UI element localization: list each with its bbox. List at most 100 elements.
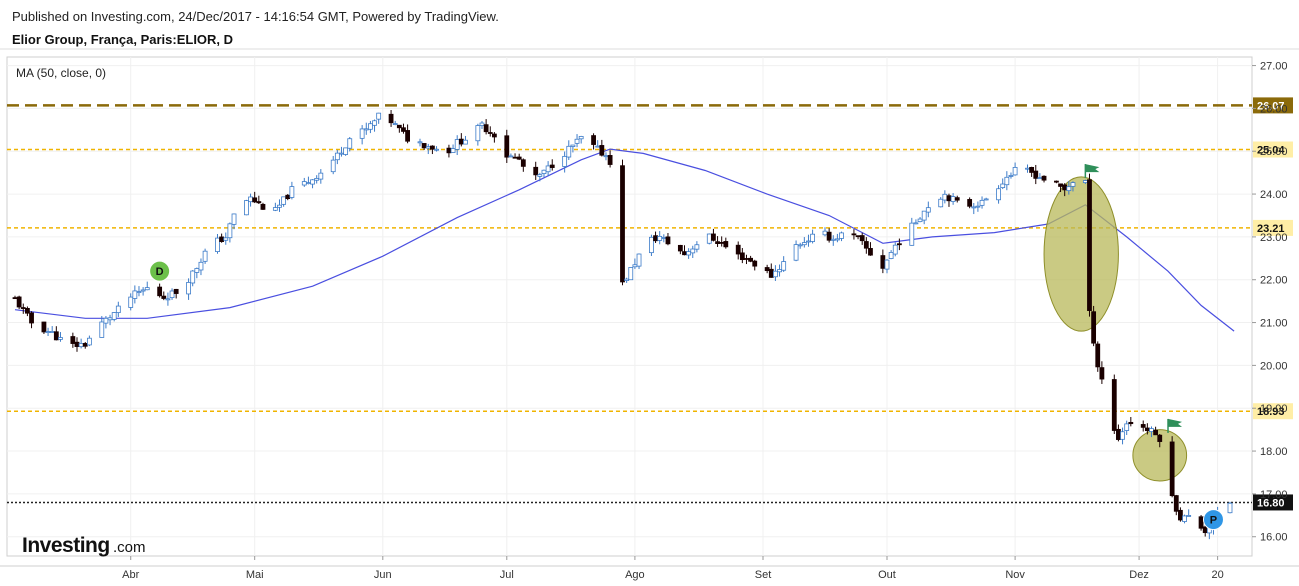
candle-body	[1198, 516, 1204, 529]
candle	[483, 119, 489, 135]
candle	[1157, 433, 1163, 448]
candle-body	[330, 159, 336, 173]
candle-body	[806, 240, 811, 243]
candle-body	[78, 343, 84, 348]
candle-body	[376, 112, 382, 120]
candle-body	[450, 148, 456, 153]
candle-body	[198, 261, 204, 271]
candle	[359, 125, 365, 145]
candle	[1037, 173, 1043, 180]
candle	[983, 197, 989, 201]
event-marker-label: P	[1210, 515, 1217, 527]
candle-body	[252, 197, 258, 203]
candle-body	[636, 253, 642, 267]
candle	[591, 133, 596, 150]
candle-body	[161, 295, 167, 299]
candle	[942, 190, 948, 204]
candle-body	[793, 244, 799, 261]
candle	[855, 235, 861, 240]
x-tick-label: Abr	[122, 569, 139, 581]
candle-body	[491, 133, 497, 138]
flag-markers	[1084, 164, 1183, 433]
candle-body	[103, 317, 109, 324]
candle-body	[475, 125, 481, 142]
candle-body	[888, 252, 894, 259]
symbol-title: Elior Group, França, Paris:ELIOR, D	[12, 32, 234, 47]
level-label-bg	[1253, 219, 1293, 236]
candle	[1029, 166, 1035, 177]
candle-body	[719, 242, 725, 244]
candle	[1099, 361, 1105, 384]
candle	[1173, 494, 1179, 516]
candle	[70, 332, 76, 348]
candle-body	[682, 251, 687, 256]
candle	[161, 291, 167, 301]
level-label: 23.21	[1257, 223, 1285, 235]
candle-body	[1000, 183, 1006, 189]
candle-body	[202, 250, 208, 262]
candle	[859, 232, 865, 245]
candle-body	[570, 144, 576, 147]
candle-body	[1066, 186, 1072, 192]
candle-body	[173, 288, 179, 294]
candle	[215, 233, 220, 254]
candle	[1091, 305, 1097, 347]
candle	[475, 123, 481, 146]
time-axis: Abr Mai Jun Jul Ago Set Out Nov Dez 20	[122, 556, 1224, 581]
candle	[334, 149, 340, 165]
candle	[99, 316, 105, 338]
indicator-label: MA (50, close, 0)	[16, 66, 106, 80]
candle-body	[186, 282, 191, 295]
candle	[719, 236, 725, 247]
x-tick-label: Ago	[625, 569, 645, 581]
candle	[20, 303, 26, 314]
candle	[417, 138, 423, 147]
candle-body	[157, 286, 163, 297]
candle	[41, 321, 47, 334]
candle	[223, 232, 229, 245]
candle	[128, 293, 134, 311]
candle	[834, 233, 840, 243]
candle-body	[512, 156, 518, 159]
candle	[657, 231, 663, 245]
candle-body	[653, 235, 658, 242]
candle-body	[45, 331, 51, 333]
candle-body	[781, 261, 787, 271]
candle-body	[520, 159, 526, 167]
level-label-bg	[1253, 403, 1293, 420]
candle-body	[1025, 167, 1030, 170]
candle-body	[942, 193, 948, 201]
candle	[1004, 171, 1010, 191]
candle-body	[773, 270, 778, 278]
x-tick-label: Jun	[374, 569, 392, 581]
candle-body	[839, 232, 844, 239]
candle-body	[1178, 509, 1183, 521]
flag-cloth	[1168, 418, 1183, 427]
candle-body	[950, 196, 956, 202]
flag-cloth	[1085, 164, 1100, 173]
candle	[541, 169, 547, 178]
candle	[624, 277, 630, 283]
candle-body	[834, 238, 840, 241]
investing-logo[interactable]: Investing .com	[22, 534, 146, 557]
candle	[347, 136, 353, 152]
candle	[318, 169, 324, 184]
candle	[938, 197, 944, 208]
logo-brand: Investing	[22, 534, 110, 557]
candle-body	[20, 307, 26, 309]
event-marker-p[interactable]: P	[1202, 509, 1224, 531]
candle-body	[1227, 502, 1233, 514]
candle	[665, 232, 671, 246]
candle-body	[256, 201, 262, 204]
candle	[566, 140, 572, 160]
candle-body	[24, 307, 30, 314]
candle-body	[752, 260, 758, 267]
candle-body	[768, 268, 774, 278]
candle	[979, 196, 985, 209]
candle	[190, 270, 196, 287]
candle-body	[516, 156, 522, 160]
candle-body	[983, 198, 989, 201]
candle-body	[372, 120, 377, 126]
event-marker-d[interactable]: D	[149, 260, 171, 282]
